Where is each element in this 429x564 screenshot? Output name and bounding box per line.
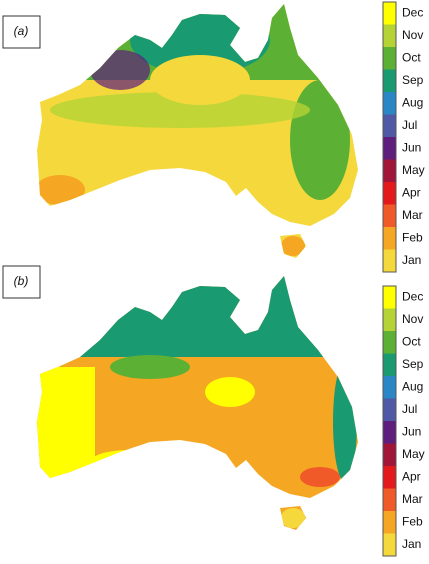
legend-swatch — [383, 421, 396, 444]
legend-swatch — [383, 376, 396, 399]
legend-swatch — [383, 69, 396, 92]
legend-label: Jul — [402, 118, 417, 132]
region — [333, 362, 357, 482]
region — [37, 367, 95, 487]
legend-label: Feb — [402, 230, 423, 244]
legend-swatch — [383, 137, 396, 160]
legend-label: Jan — [402, 537, 421, 551]
legend-swatch — [383, 443, 396, 466]
legend-label: Jun — [402, 140, 421, 154]
legend-label: Mar — [402, 492, 423, 506]
region — [205, 377, 255, 407]
region — [281, 508, 305, 528]
legend-swatch — [383, 466, 396, 489]
legend-label: Dec — [402, 289, 423, 303]
legend-swatch — [383, 114, 396, 137]
region — [110, 355, 190, 379]
legend-label: Dec — [402, 5, 423, 19]
legend-label: May — [402, 163, 425, 177]
legend-label: Feb — [402, 514, 423, 528]
legend-swatch — [383, 488, 396, 511]
map-b — [37, 276, 358, 530]
legend-swatch — [383, 24, 396, 47]
legend-swatch — [383, 47, 396, 70]
legend-swatch — [383, 398, 396, 421]
legend-swatch — [383, 2, 396, 25]
region — [90, 450, 170, 474]
legend-swatch — [383, 331, 396, 354]
legend-frame — [382, 1, 397, 273]
region — [90, 50, 150, 90]
region — [37, 276, 358, 357]
label-box — [2, 265, 41, 299]
legend-label: Sep — [402, 357, 424, 371]
legend-swatch — [383, 204, 396, 227]
map-a — [37, 4, 358, 258]
legend-label: Apr — [402, 469, 421, 483]
region — [300, 467, 340, 487]
legend-swatch — [383, 227, 396, 250]
legend-swatch — [383, 286, 396, 309]
legend-label: Jun — [402, 424, 421, 438]
legend-label: Nov — [402, 312, 423, 326]
legend-swatch — [383, 159, 396, 182]
legend-swatch — [383, 308, 396, 331]
legend-label: Oct — [402, 50, 421, 64]
legend-swatch — [383, 249, 396, 272]
legend-swatch — [383, 533, 396, 556]
region — [150, 55, 250, 105]
legend-swatch — [383, 353, 396, 376]
legend-label: Jul — [402, 402, 417, 416]
legend-label: Aug — [402, 95, 423, 109]
panel-label: (a) — [14, 24, 29, 38]
legend-label: Nov — [402, 28, 423, 42]
legend-label: Jan — [402, 253, 421, 267]
legend-label: Apr — [402, 185, 421, 199]
legend-frame — [382, 285, 397, 557]
region — [281, 236, 305, 256]
panel-label: (b) — [14, 274, 29, 288]
legend-swatch — [383, 511, 396, 534]
label-box — [2, 15, 41, 49]
region — [37, 175, 85, 205]
region — [290, 80, 350, 200]
legend-label: May — [402, 447, 425, 461]
legend-swatch — [383, 182, 396, 205]
region — [50, 92, 310, 128]
legend-label: Mar — [402, 208, 423, 222]
legend-label: Sep — [402, 73, 424, 87]
legend-label: Oct — [402, 334, 421, 348]
legend-label: Aug — [402, 379, 423, 393]
legend-swatch — [383, 92, 396, 115]
